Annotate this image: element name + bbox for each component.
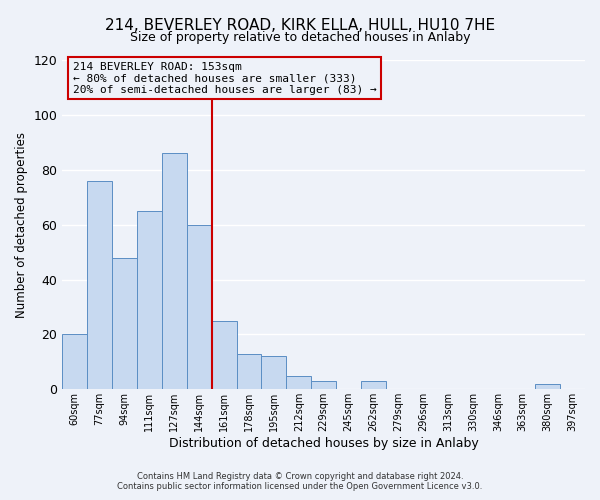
Bar [212, 320, 236, 390]
Bar [535, 384, 560, 390]
X-axis label: Distribution of detached houses by size in Anlaby: Distribution of detached houses by size … [169, 437, 479, 450]
Bar [262, 356, 286, 390]
Text: 214 BEVERLEY ROAD: 153sqm
← 80% of detached houses are smaller (333)
20% of semi: 214 BEVERLEY ROAD: 153sqm ← 80% of detac… [73, 62, 376, 95]
Bar [162, 154, 187, 390]
Bar [62, 334, 87, 390]
Bar [361, 381, 386, 390]
Bar [286, 376, 311, 390]
Text: Contains HM Land Registry data © Crown copyright and database right 2024.
Contai: Contains HM Land Registry data © Crown c… [118, 472, 482, 491]
Bar [137, 211, 162, 390]
Bar [236, 354, 262, 390]
Y-axis label: Number of detached properties: Number of detached properties [15, 132, 28, 318]
Bar [112, 258, 137, 390]
Text: Size of property relative to detached houses in Anlaby: Size of property relative to detached ho… [130, 31, 470, 44]
Bar [187, 224, 212, 390]
Text: 214, BEVERLEY ROAD, KIRK ELLA, HULL, HU10 7HE: 214, BEVERLEY ROAD, KIRK ELLA, HULL, HU1… [105, 18, 495, 32]
Bar [87, 180, 112, 390]
Bar [311, 381, 336, 390]
